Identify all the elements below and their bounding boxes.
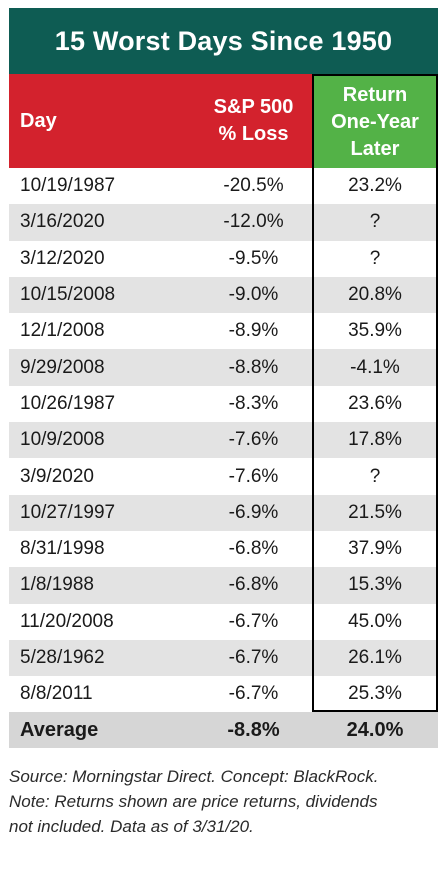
average-row: Average -8.8% 24.0% [9,712,438,748]
cell-day: 3/16/2020 [20,211,105,233]
table-row: 3/9/2020 -7.6%? [9,458,438,494]
cell-return: 45.0% [348,610,402,632]
cell-day: 8/8/2011 [20,683,93,705]
cell-return: ? [369,247,381,269]
cell-day: 12/1/2008 [20,320,105,342]
table-row: 3/12/2020 -9.5%? [9,241,438,277]
average-label: Average [20,718,99,741]
cell-loss: -9.5% [228,247,279,269]
cell-return: 35.9% [348,320,402,342]
table-row: 5/28/1962 -6.7% 26.1% [9,639,438,677]
header-return-line1: Return [342,83,408,106]
average-return: 24.0% [346,718,404,741]
cell-loss: -6.9% [228,501,279,523]
chart-title: 15 Worst Days Since 1950 [9,8,438,74]
cell-return: -4.1% [350,356,400,378]
cell-loss: -8.8% [228,356,279,378]
cell-day: 5/28/1962 [20,647,105,668]
cell-loss: -6.7% [228,610,279,632]
table-row: 10/15/2008 -9.0% 20.8% [9,276,438,314]
cell-return: 23.6% [348,392,402,414]
cell-day: 10/26/1987 [20,392,116,414]
header-day: Day [9,74,312,168]
cell-return: 25.3% [348,683,402,705]
cell-return: ? [369,211,381,233]
table-row: 10/26/1987 -8.3% 23.6% [9,386,438,422]
average-loss: -8.8% [227,718,280,741]
footnote-line1: Source: Morningstar Direct. Concept: Bla… [9,767,379,786]
cell-day: 10/27/1997 [20,501,116,523]
footnote-line2: Note: Returns shown are price returns, d… [9,792,378,811]
cell-loss: -20.5% [223,175,284,197]
cell-loss: -6.8% [228,538,279,560]
table-row: 10/27/1997 -6.9% 21.5% [9,494,438,531]
table-row: 9/29/2008 -8.8% -4.1% [9,349,438,386]
table-row: 1/8/1988 -6.8% 15.3% [9,567,438,604]
cell-loss: -8.3% [228,392,279,414]
header-loss-line2: % Loss [218,123,289,145]
cell-loss: -6.8% [228,574,279,596]
cell-return: 21.5% [348,501,402,523]
cell-day: 3/9/2020 [20,465,94,487]
cell-day: 1/8/1988 [20,574,94,596]
table-row: 8/8/2011 -6.7% 25.3% [9,676,438,712]
cell-day: 10/15/2008 [20,284,116,306]
header-return-line3: Later [350,137,400,160]
cell-day: 3/12/2020 [20,247,105,269]
header-day-label: Day [20,109,57,132]
cell-return: 17.8% [348,429,402,451]
cell-return: 23.2% [348,175,402,197]
table-row: 8/31/1998 -6.8% 37.9% [9,531,438,567]
cell-loss: -6.7% [228,647,279,668]
cell-loss: -9.0% [228,284,279,306]
cell-loss: -8.9% [228,320,279,342]
header-loss: S&P 500 % Loss [195,74,312,168]
header-return-line2: One-Year [331,110,419,133]
table-row: 10/19/1987 -20.5% 23.2% [9,168,438,204]
cell-loss: -6.7% [228,683,279,705]
cell-loss: -7.6% [228,465,279,487]
table-row: 3/16/2020 -12.0%? [9,204,438,241]
footnote: Source: Morningstar Direct. Concept: Bla… [9,764,439,839]
table-row: 12/1/2008 -8.9% 35.9% [9,313,438,349]
cell-return: 20.8% [348,284,402,306]
cell-return: ? [369,465,381,487]
cell-return: 26.1% [348,647,402,668]
cell-return: 37.9% [348,538,402,560]
cell-return: 15.3% [348,574,402,596]
cell-day: 8/31/1998 [20,538,105,560]
header-loss-line1: S&P 500 [213,96,294,118]
cell-day: 9/29/2008 [20,356,105,378]
cell-day: 10/19/1987 [20,175,116,197]
cell-day: 11/20/2008 [20,610,114,632]
cell-day: 10/9/2008 [20,429,105,451]
table-body: 10/19/1987 -20.5% 23.2% 3/16/2020 -12.0%? 3/1… [9,168,438,712]
cell-loss: -12.0% [223,211,284,233]
table-row: 10/9/2008 -7.6% 17.8% [9,422,438,459]
cell-loss: -7.6% [228,429,279,451]
header-return: Return One-Year Later [312,74,438,168]
table-row: 11/20/2008 -6.7% 45.0% [9,604,438,640]
footnote-line3: not included. Data as of 3/31/20. [9,817,254,836]
